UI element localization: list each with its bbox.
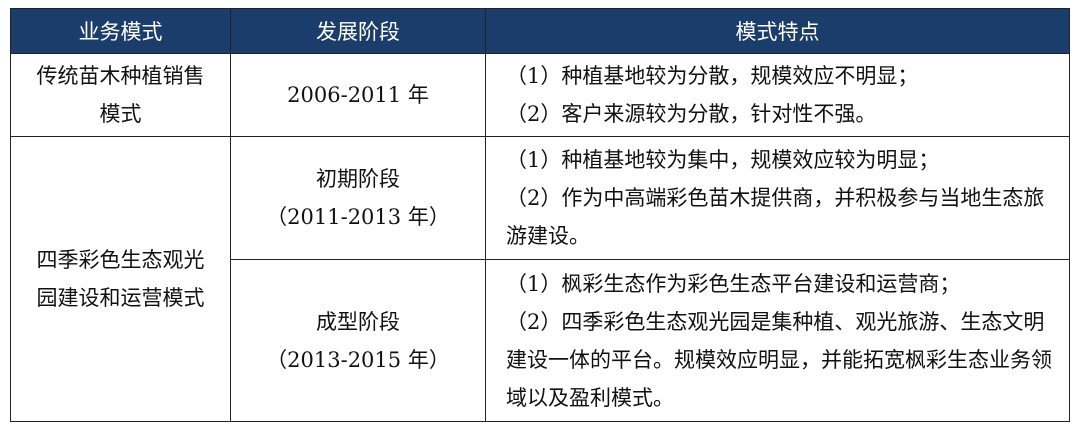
features-cell: （1）枫彩生态作为彩色生态平台建设和运营商； （2）四季彩色生态观光园是集种植、…	[485, 259, 1070, 422]
stage-period: （2013-2015 年）	[266, 347, 450, 372]
header-row: 业务模式 发展阶段 模式特点	[10, 8, 1070, 54]
stage-name: 成型阶段	[316, 309, 400, 334]
stage-cell: 初期阶段 （2011-2013 年）	[230, 136, 486, 260]
feature-item: （1）种植基地较为集中，规模效应较为明显；	[506, 148, 940, 172]
header-features: 模式特点	[485, 8, 1070, 54]
table-row: 传统苗木种植销售模式 2006-2011 年 （1）种植基地较为分散，规模效应不…	[10, 53, 1070, 137]
stage-period: （2011-2013 年）	[266, 205, 450, 229]
feature-item: （2）四季彩色生态观光园是集种植、观光旅游、生态文明建设一体的平台。规模效应明显…	[506, 309, 1052, 410]
features-cell: （1）种植基地较为分散，规模效应不明显； （2）客户来源较为分散，针对性不强。	[485, 53, 1070, 137]
mode-cell: 传统苗木种植销售模式	[10, 53, 231, 137]
feature-item: （2）客户来源较为分散，针对性不强。	[506, 102, 877, 126]
table-row: 成型阶段 （2013-2015 年） （1）枫彩生态作为彩色生态平台建设和运营商…	[11, 259, 1070, 422]
stage-cell: 成型阶段 （2013-2015 年）	[230, 259, 486, 422]
feature-item: （1）枫彩生态作为彩色生态平台建设和运营商；	[506, 271, 961, 296]
feature-item: （1）种植基地较为分散，规模效应不明显；	[506, 64, 919, 88]
business-model-table: 业务模式 发展阶段 模式特点 传统苗木种植销售模式 2006-2011 年 （1…	[10, 8, 1070, 422]
header-stage: 发展阶段	[230, 8, 486, 54]
features-cell: （1）种植基地较为集中，规模效应较为明显； （2）作为中高端彩色苗木提供商，并积…	[485, 136, 1070, 260]
header-mode: 业务模式	[10, 8, 231, 54]
feature-item: （2）作为中高端彩色苗木提供商，并积极参与当地生态旅游建设。	[506, 186, 1045, 248]
table-row: 四季彩色生态观光园建设和运营模式 初期阶段 （2011-2013 年） （1）种…	[10, 136, 1070, 422]
mode-cell: 四季彩色生态观光园建设和运营模式	[10, 136, 231, 422]
stage-name: 初期阶段	[316, 167, 400, 191]
stage-cell: 2006-2011 年	[230, 53, 486, 137]
